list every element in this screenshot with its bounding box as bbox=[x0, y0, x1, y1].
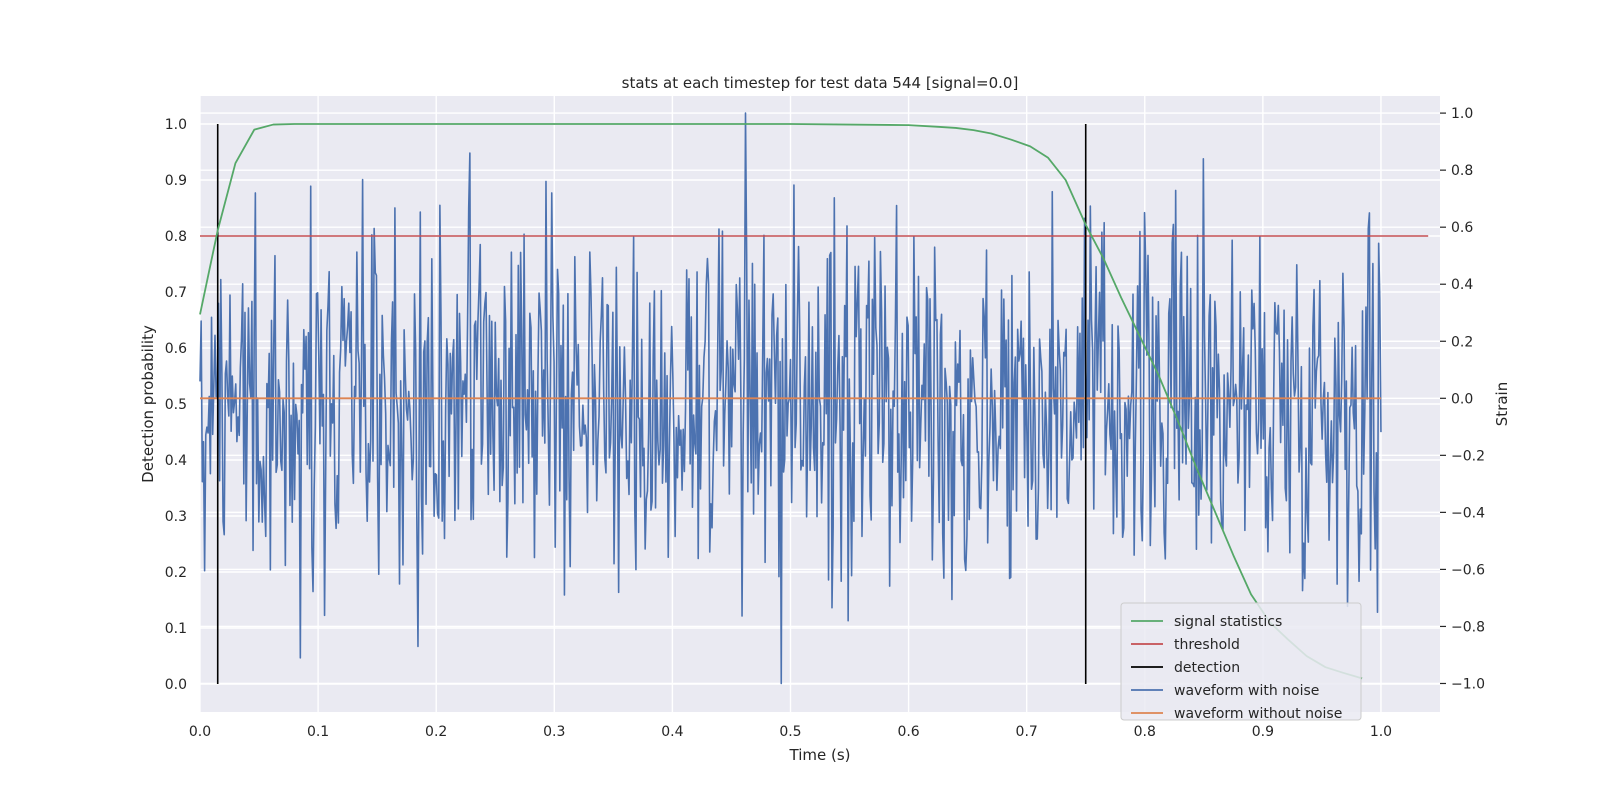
x-tick-label: 0.9 bbox=[1252, 724, 1274, 740]
y-tick-label: 0.3 bbox=[165, 509, 187, 525]
y-tick-label: 0.4 bbox=[165, 453, 187, 469]
legend-box bbox=[1120, 602, 1362, 721]
y2-tick-label: −0.4 bbox=[1451, 505, 1485, 521]
y-tick-label: 0.9 bbox=[165, 173, 187, 189]
y2-tick-label: 1.0 bbox=[1451, 106, 1473, 122]
y-tick-label: 0.8 bbox=[165, 229, 187, 245]
y-axis-title: Detection probability bbox=[139, 325, 157, 483]
y2-tick-label: 0.6 bbox=[1451, 220, 1473, 236]
x-tick-label: 0.4 bbox=[661, 724, 683, 740]
x-tick-label: 0.7 bbox=[1016, 724, 1038, 740]
legend: signal statistics threshold detection wavef… bbox=[1120, 602, 1362, 722]
legend-label: detection bbox=[1174, 660, 1240, 676]
legend-label: threshold bbox=[1174, 637, 1240, 653]
y2-tick-label: −0.2 bbox=[1451, 448, 1485, 464]
y2-tick-label: 0.2 bbox=[1451, 334, 1473, 350]
y-tick-label: 0.1 bbox=[165, 621, 187, 637]
series-layer bbox=[199, 112, 1429, 685]
y-tick-label: 0.5 bbox=[165, 397, 187, 413]
y2-tick-label: −0.8 bbox=[1451, 619, 1485, 635]
legend-label: waveform with noise bbox=[1174, 683, 1319, 699]
y-tick-label: 0.7 bbox=[165, 285, 187, 301]
y-tick-label: 0.6 bbox=[165, 341, 187, 357]
waveform-with-noise-line bbox=[199, 112, 1382, 685]
y2-tick-label: 0.0 bbox=[1451, 391, 1473, 407]
y-tick-label: 0.2 bbox=[165, 565, 187, 581]
x-tick-label: 0.8 bbox=[1134, 724, 1156, 740]
x-tick-label: 0.1 bbox=[307, 724, 329, 740]
tick-layer: 0.0 0.1 0.2 0.3 0.4 0.5 0.6 0.7 0.8 0.9 1.0 0.0 0.1 0… bbox=[165, 106, 1485, 740]
y2-tick-label: −0.6 bbox=[1451, 562, 1485, 578]
y2-tick-label: −1.0 bbox=[1451, 676, 1485, 692]
legend-label: waveform without noise bbox=[1174, 706, 1342, 722]
legend-label: signal statistics bbox=[1174, 614, 1282, 630]
y2-tick-label: 0.8 bbox=[1451, 163, 1473, 179]
x-tick-label: 0.0 bbox=[189, 724, 211, 740]
chart-title: stats at each timestep for test data 544… bbox=[622, 74, 1019, 92]
y2-tick-label: 0.4 bbox=[1451, 277, 1473, 293]
x-tick-label: 0.6 bbox=[897, 724, 919, 740]
y2-axis-title: Strain bbox=[1493, 382, 1511, 426]
y-tick-label: 0.0 bbox=[165, 677, 187, 693]
x-axis-title: Time (s) bbox=[789, 746, 851, 764]
y-tick-label: 1.0 bbox=[165, 117, 187, 133]
x-tick-label: 0.2 bbox=[425, 724, 447, 740]
x-tick-label: 0.3 bbox=[543, 724, 565, 740]
x-tick-label: 0.5 bbox=[779, 724, 801, 740]
signal-statistics-line bbox=[199, 123, 1363, 680]
x-tick-label: 1.0 bbox=[1370, 724, 1392, 740]
